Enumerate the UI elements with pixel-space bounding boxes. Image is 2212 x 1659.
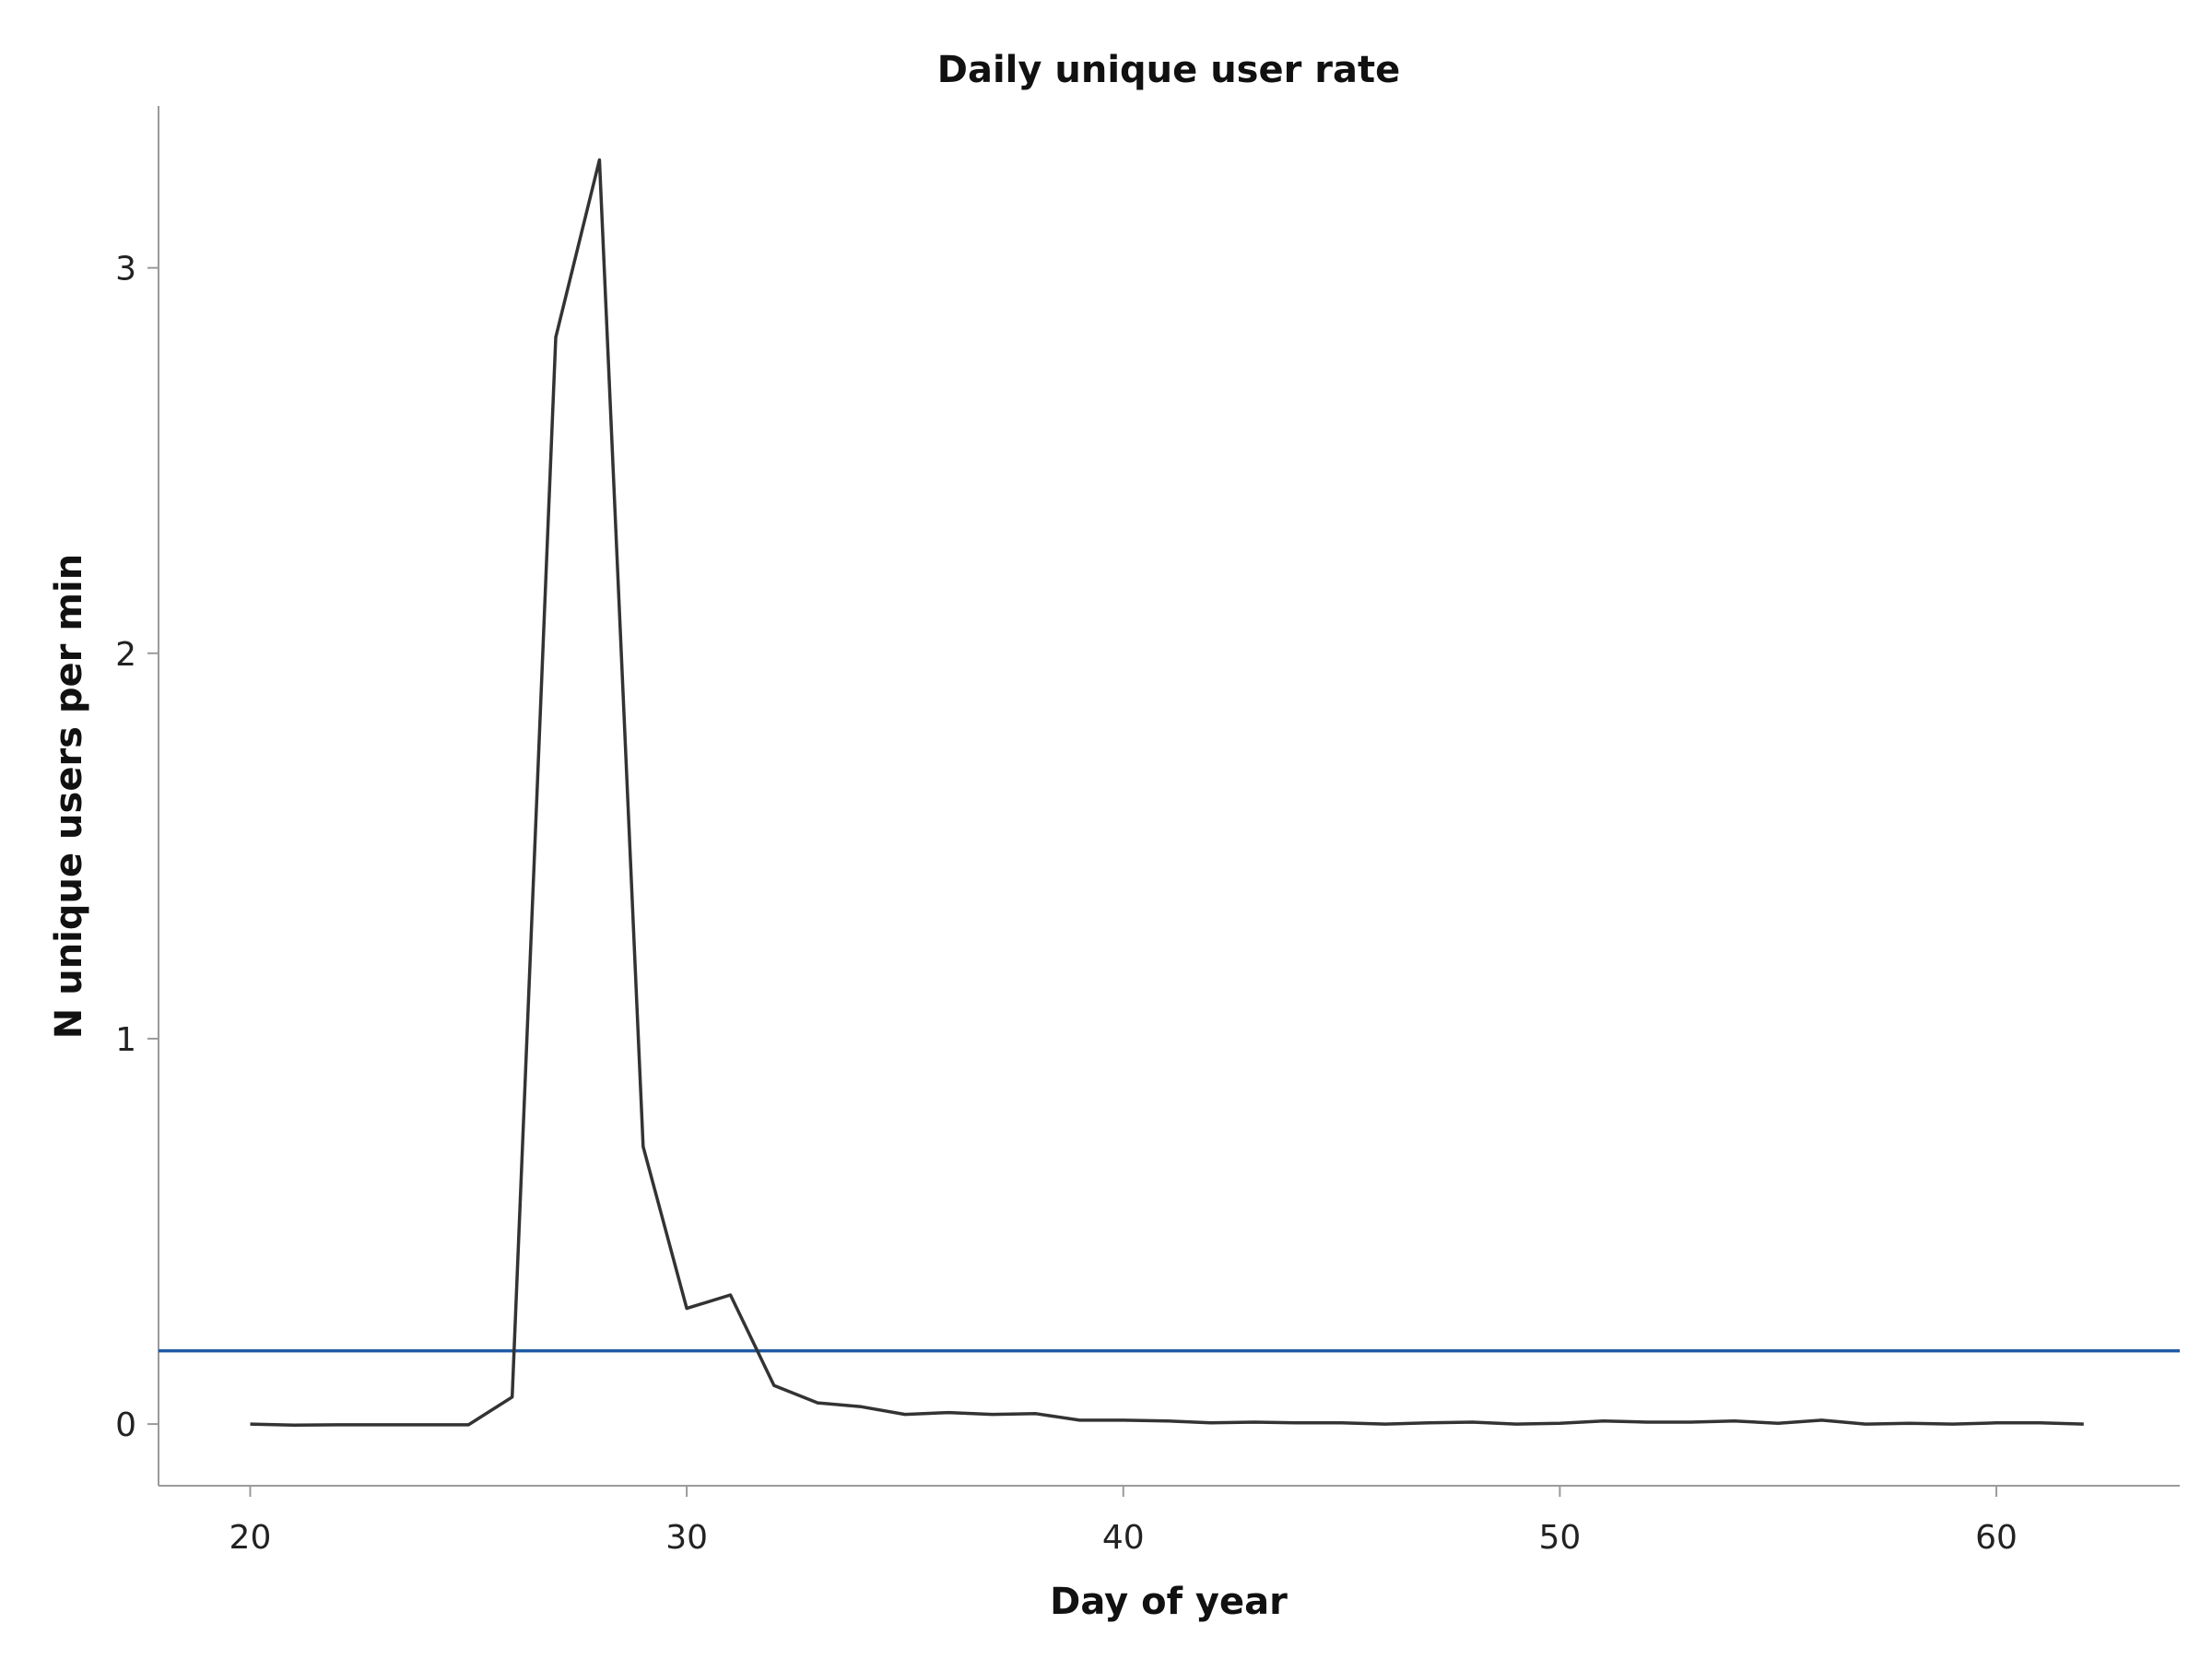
x-tick-label: 20 [229, 1519, 272, 1557]
plot-area: 20 30 40 50 60 0 1 2 3 [115, 106, 2180, 1557]
chart-title: Daily unique user rate [937, 49, 1400, 91]
x-axis-label: Day of year [1050, 1581, 1288, 1623]
x-tick-label: 50 [1539, 1519, 1582, 1557]
series-line [250, 158, 2084, 1428]
y-tick-label: 2 [115, 636, 136, 674]
y-tick-label: 1 [115, 1021, 136, 1059]
x-tick-label: 40 [1102, 1519, 1145, 1557]
y-tick-label: 3 [115, 251, 136, 288]
y-tick-label: 0 [115, 1406, 136, 1444]
x-tick-label: 60 [1975, 1519, 2018, 1557]
x-tick-label: 30 [665, 1519, 708, 1557]
x-axis-ticks: 20 30 40 50 60 [229, 1486, 2018, 1557]
series-group [250, 158, 2084, 1428]
y-axis-ticks: 0 1 2 3 [115, 251, 159, 1444]
y-axis-label: N unique users per min [48, 554, 90, 1039]
